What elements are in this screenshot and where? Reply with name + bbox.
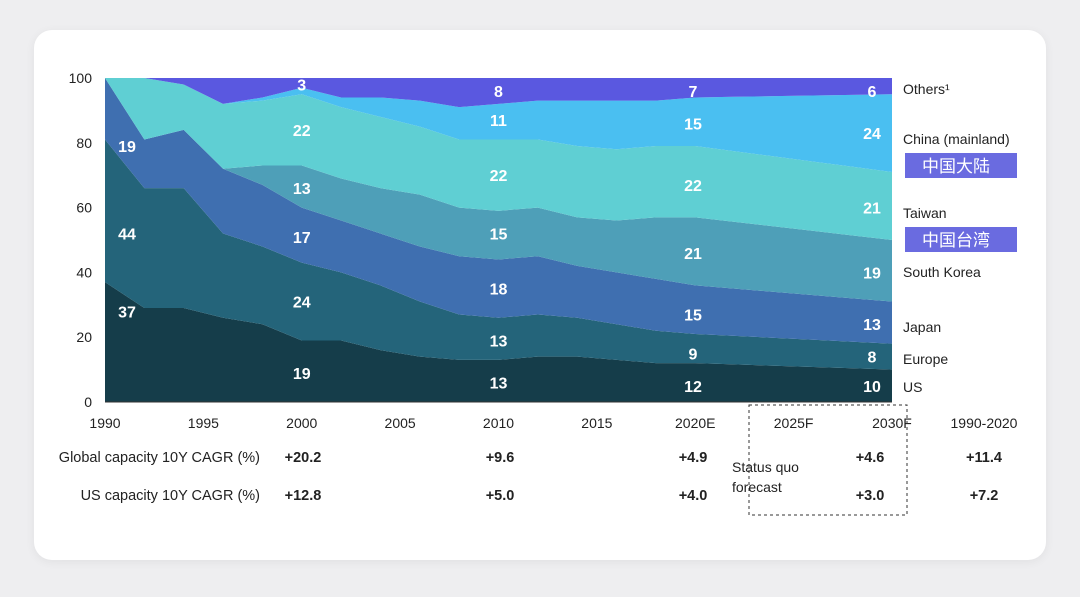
legend-label: Others¹	[903, 81, 950, 97]
data-label: 3	[297, 77, 306, 94]
x-tick-label: 2010	[483, 415, 514, 431]
y-tick-label: 60	[76, 200, 92, 216]
cagr-value: +3.0	[856, 488, 885, 504]
x-tick-label: 2015	[581, 415, 612, 431]
cagr-row-label: US capacity 10Y CAGR (%)	[81, 488, 260, 504]
legend: Others¹ China (mainland) 中国大陆 Taiwan 中国台湾 Sou…	[903, 81, 1017, 395]
y-tick-label: 80	[76, 135, 92, 151]
data-label: 6	[868, 84, 877, 101]
x-tick-label: 2020E	[675, 415, 715, 431]
data-label: 12	[684, 379, 702, 396]
data-label: 19	[293, 366, 311, 383]
cagr-value: +12.8	[285, 488, 322, 504]
y-tick-label: 20	[76, 329, 92, 345]
area-series-group	[105, 78, 892, 402]
data-label: 9	[689, 346, 698, 363]
legend-label: South Korea	[903, 264, 981, 280]
data-label: 15	[684, 116, 702, 133]
area-us	[105, 282, 892, 402]
data-label: 17	[293, 230, 311, 247]
data-label: 19	[118, 139, 136, 156]
data-label: 44	[118, 227, 136, 244]
legend-label: Japan	[903, 319, 941, 335]
data-label: 24	[293, 295, 311, 312]
legend-cn-label: 中国大陆	[922, 157, 990, 177]
legend-label: China (mainland)	[903, 131, 1010, 147]
cagr-value: +7.2	[970, 488, 999, 504]
data-label: 15	[684, 308, 702, 325]
data-label: 13	[490, 376, 508, 393]
area-europe	[105, 139, 892, 370]
data-label: 8	[868, 350, 877, 367]
area-japan	[105, 78, 892, 344]
data-label: 22	[490, 168, 508, 185]
x-tick-label: 1995	[188, 415, 219, 431]
y-tick-label: 0	[84, 394, 92, 410]
legend-label: US	[903, 379, 922, 395]
x-tick-label: 2030F	[872, 415, 912, 431]
data-labels-group: 37 44 19 19 24 17 13 22 3 13 13 18 15 22 11 8 12 9 15 21 22 1…	[118, 77, 881, 395]
cagr-value: +4.9	[679, 450, 708, 466]
data-label: 15	[490, 227, 508, 244]
y-axis: 0 20 40 60 80 100	[69, 70, 892, 410]
data-label: 19	[863, 265, 881, 282]
data-label: 13	[293, 181, 311, 198]
forecast-box: Status quo forecast	[732, 404, 908, 516]
x-axis: 1990 1995 2000 2005 2010 2015 2020E 2025F 2030F 1…	[89, 415, 1017, 431]
x-tick-label: 1990	[89, 415, 120, 431]
data-label: 22	[684, 178, 702, 195]
area-china-mainland-	[105, 78, 892, 172]
data-label: 13	[490, 333, 508, 350]
cagr-value: +4.0	[679, 488, 708, 504]
data-label: 22	[293, 123, 311, 140]
data-label: 11	[490, 113, 507, 130]
x-tick-label: 2005	[385, 415, 416, 431]
legend-cn-label: 中国台湾	[922, 231, 990, 251]
data-label: 18	[490, 282, 508, 299]
data-label: 24	[863, 126, 881, 143]
data-label: 21	[684, 246, 702, 263]
cagr-value: +5.0	[486, 488, 515, 504]
cagr-value: +11.4	[966, 450, 1002, 466]
y-tick-label: 100	[69, 70, 93, 86]
cagr-table: Global capacity 10Y CAGR (%) +20.2 +9.6 +4.…	[59, 450, 1002, 504]
data-label: 37	[118, 304, 136, 321]
forecast-label: Status quo forecast	[732, 459, 799, 495]
data-label: 21	[863, 201, 881, 218]
legend-label: Europe	[903, 351, 948, 367]
data-label: 8	[494, 84, 503, 101]
cagr-value: +9.6	[486, 450, 515, 466]
cagr-value: +4.6	[856, 450, 885, 466]
legend-cn-badge	[905, 227, 1017, 252]
x-tick-label: 2000	[286, 415, 317, 431]
forecast-dashed-box	[748, 404, 908, 516]
area-taiwan	[105, 78, 892, 240]
area-south-korea	[105, 78, 892, 302]
data-label: 13	[863, 317, 881, 334]
legend-label: Taiwan	[903, 205, 947, 221]
x-tick-label: 2025F	[774, 415, 814, 431]
area-others	[105, 78, 892, 108]
data-label: 7	[689, 84, 698, 101]
cagr-value: +20.2	[285, 450, 322, 466]
y-tick-label: 40	[76, 264, 92, 280]
cagr-row-label: Global capacity 10Y CAGR (%)	[59, 450, 260, 466]
data-label: 10	[863, 379, 881, 396]
x-tick-label-range: 1990-2020	[951, 415, 1018, 431]
legend-cn-badge	[905, 153, 1017, 178]
